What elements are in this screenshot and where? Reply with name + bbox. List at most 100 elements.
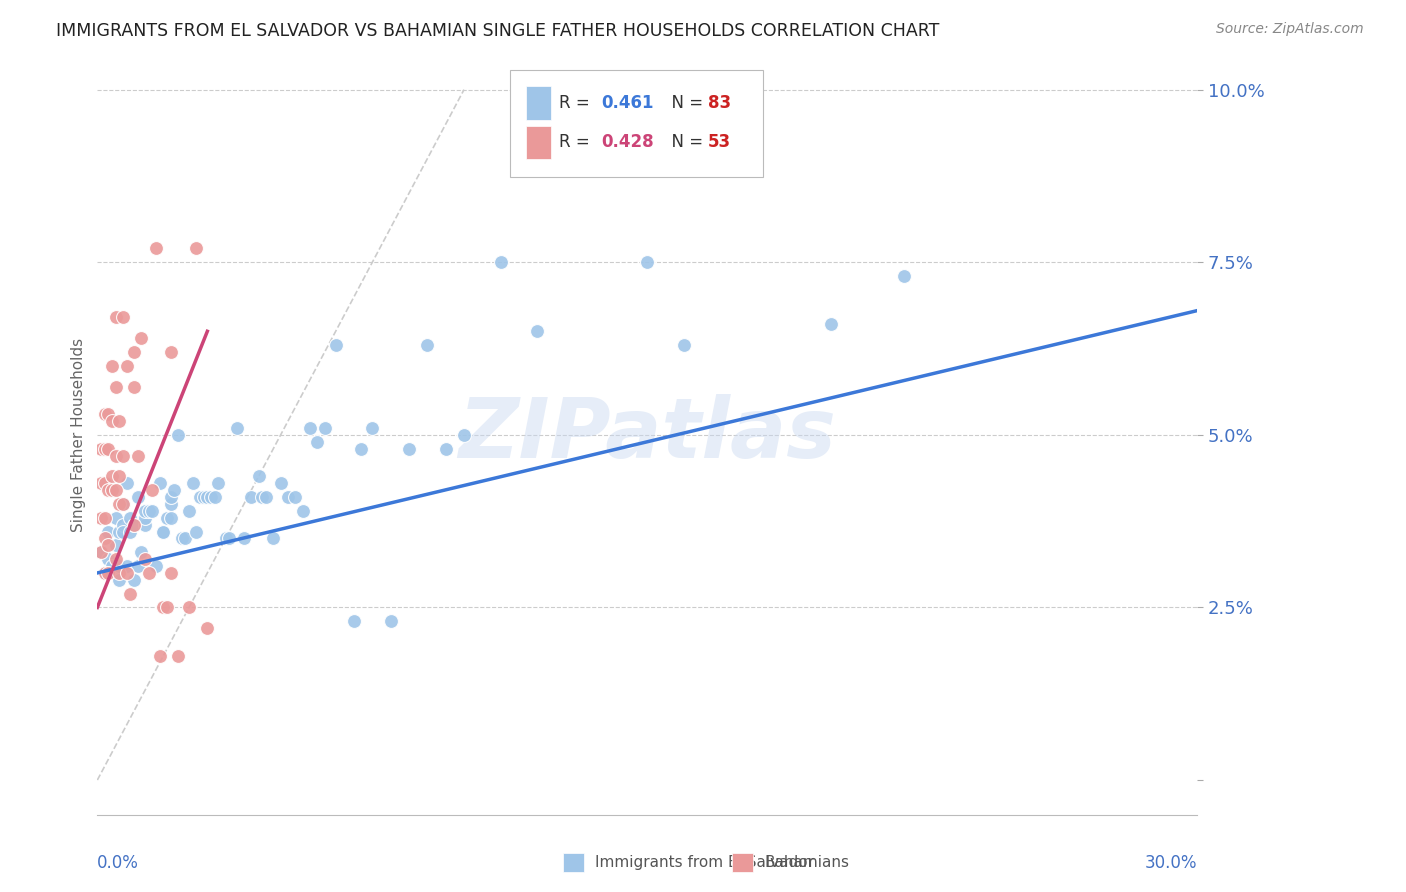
- Point: [152, 600, 174, 615]
- Point: [141, 483, 163, 497]
- Point: [195, 490, 218, 504]
- Point: [122, 379, 145, 393]
- Point: [240, 490, 263, 504]
- Point: [284, 490, 307, 504]
- Point: [115, 359, 138, 373]
- Point: [145, 559, 167, 574]
- Point: [104, 449, 127, 463]
- Point: [252, 490, 274, 504]
- Text: R =: R =: [560, 94, 595, 112]
- Point: [108, 559, 131, 574]
- Point: [145, 242, 167, 256]
- Point: [398, 442, 420, 456]
- Point: [254, 490, 277, 504]
- Point: [434, 442, 457, 456]
- Point: [325, 338, 347, 352]
- Point: [380, 614, 402, 628]
- Bar: [526, 87, 551, 120]
- Point: [159, 566, 181, 580]
- Point: [277, 490, 299, 504]
- Point: [134, 552, 156, 566]
- Point: [101, 469, 124, 483]
- Text: IMMIGRANTS FROM EL SALVADOR VS BAHAMIAN SINGLE FATHER HOUSEHOLDS CORRELATION CHA: IMMIGRANTS FROM EL SALVADOR VS BAHAMIAN …: [56, 22, 939, 40]
- Point: [820, 318, 842, 332]
- Point: [343, 614, 366, 628]
- Point: [131, 545, 153, 559]
- Point: [90, 545, 112, 559]
- Point: [163, 483, 186, 497]
- Point: [149, 648, 172, 663]
- Point: [599, 159, 621, 173]
- Point: [101, 414, 124, 428]
- Point: [159, 490, 181, 504]
- Point: [108, 524, 131, 539]
- Point: [108, 497, 131, 511]
- Point: [149, 476, 172, 491]
- Point: [181, 476, 204, 491]
- Point: [127, 559, 149, 574]
- Point: [97, 483, 120, 497]
- Point: [361, 421, 384, 435]
- Point: [215, 532, 238, 546]
- Point: [186, 524, 208, 539]
- Text: 53: 53: [707, 134, 731, 152]
- Text: Source: ZipAtlas.com: Source: ZipAtlas.com: [1216, 22, 1364, 37]
- Point: [97, 552, 120, 566]
- Point: [207, 476, 229, 491]
- Point: [672, 338, 695, 352]
- Text: 0.428: 0.428: [602, 134, 654, 152]
- Point: [97, 442, 120, 456]
- Point: [122, 345, 145, 359]
- Point: [167, 427, 190, 442]
- Point: [893, 268, 915, 283]
- Text: ZIPatlas: ZIPatlas: [458, 394, 837, 475]
- Point: [177, 600, 200, 615]
- Point: [93, 532, 115, 546]
- Bar: [526, 126, 551, 159]
- Point: [170, 532, 193, 546]
- Point: [122, 517, 145, 532]
- Point: [416, 338, 439, 352]
- Point: [134, 504, 156, 518]
- Point: [174, 532, 197, 546]
- Point: [104, 483, 127, 497]
- Point: [134, 510, 156, 524]
- Point: [138, 504, 160, 518]
- Text: Immigrants from El Salvador: Immigrants from El Salvador: [595, 855, 814, 870]
- Point: [193, 490, 215, 504]
- Text: R =: R =: [560, 134, 595, 152]
- Point: [120, 587, 142, 601]
- Point: [159, 510, 181, 524]
- Point: [177, 504, 200, 518]
- Point: [152, 524, 174, 539]
- Point: [156, 600, 179, 615]
- Point: [291, 504, 314, 518]
- Point: [225, 421, 247, 435]
- Point: [90, 545, 112, 559]
- Point: [218, 532, 240, 546]
- Point: [97, 538, 120, 552]
- Point: [262, 532, 284, 546]
- Point: [141, 504, 163, 518]
- Point: [314, 421, 336, 435]
- Point: [115, 476, 138, 491]
- Point: [636, 255, 658, 269]
- Point: [247, 469, 270, 483]
- Point: [108, 573, 131, 587]
- Point: [350, 442, 373, 456]
- Point: [104, 552, 127, 566]
- Text: 0.461: 0.461: [602, 94, 654, 112]
- Point: [97, 524, 120, 539]
- Point: [93, 566, 115, 580]
- Point: [131, 331, 153, 345]
- Point: [101, 359, 124, 373]
- Point: [108, 469, 131, 483]
- Point: [188, 490, 211, 504]
- Point: [270, 476, 292, 491]
- Point: [200, 490, 222, 504]
- Point: [111, 524, 134, 539]
- Point: [101, 559, 124, 574]
- Point: [111, 449, 134, 463]
- Point: [104, 566, 127, 580]
- Point: [115, 566, 138, 580]
